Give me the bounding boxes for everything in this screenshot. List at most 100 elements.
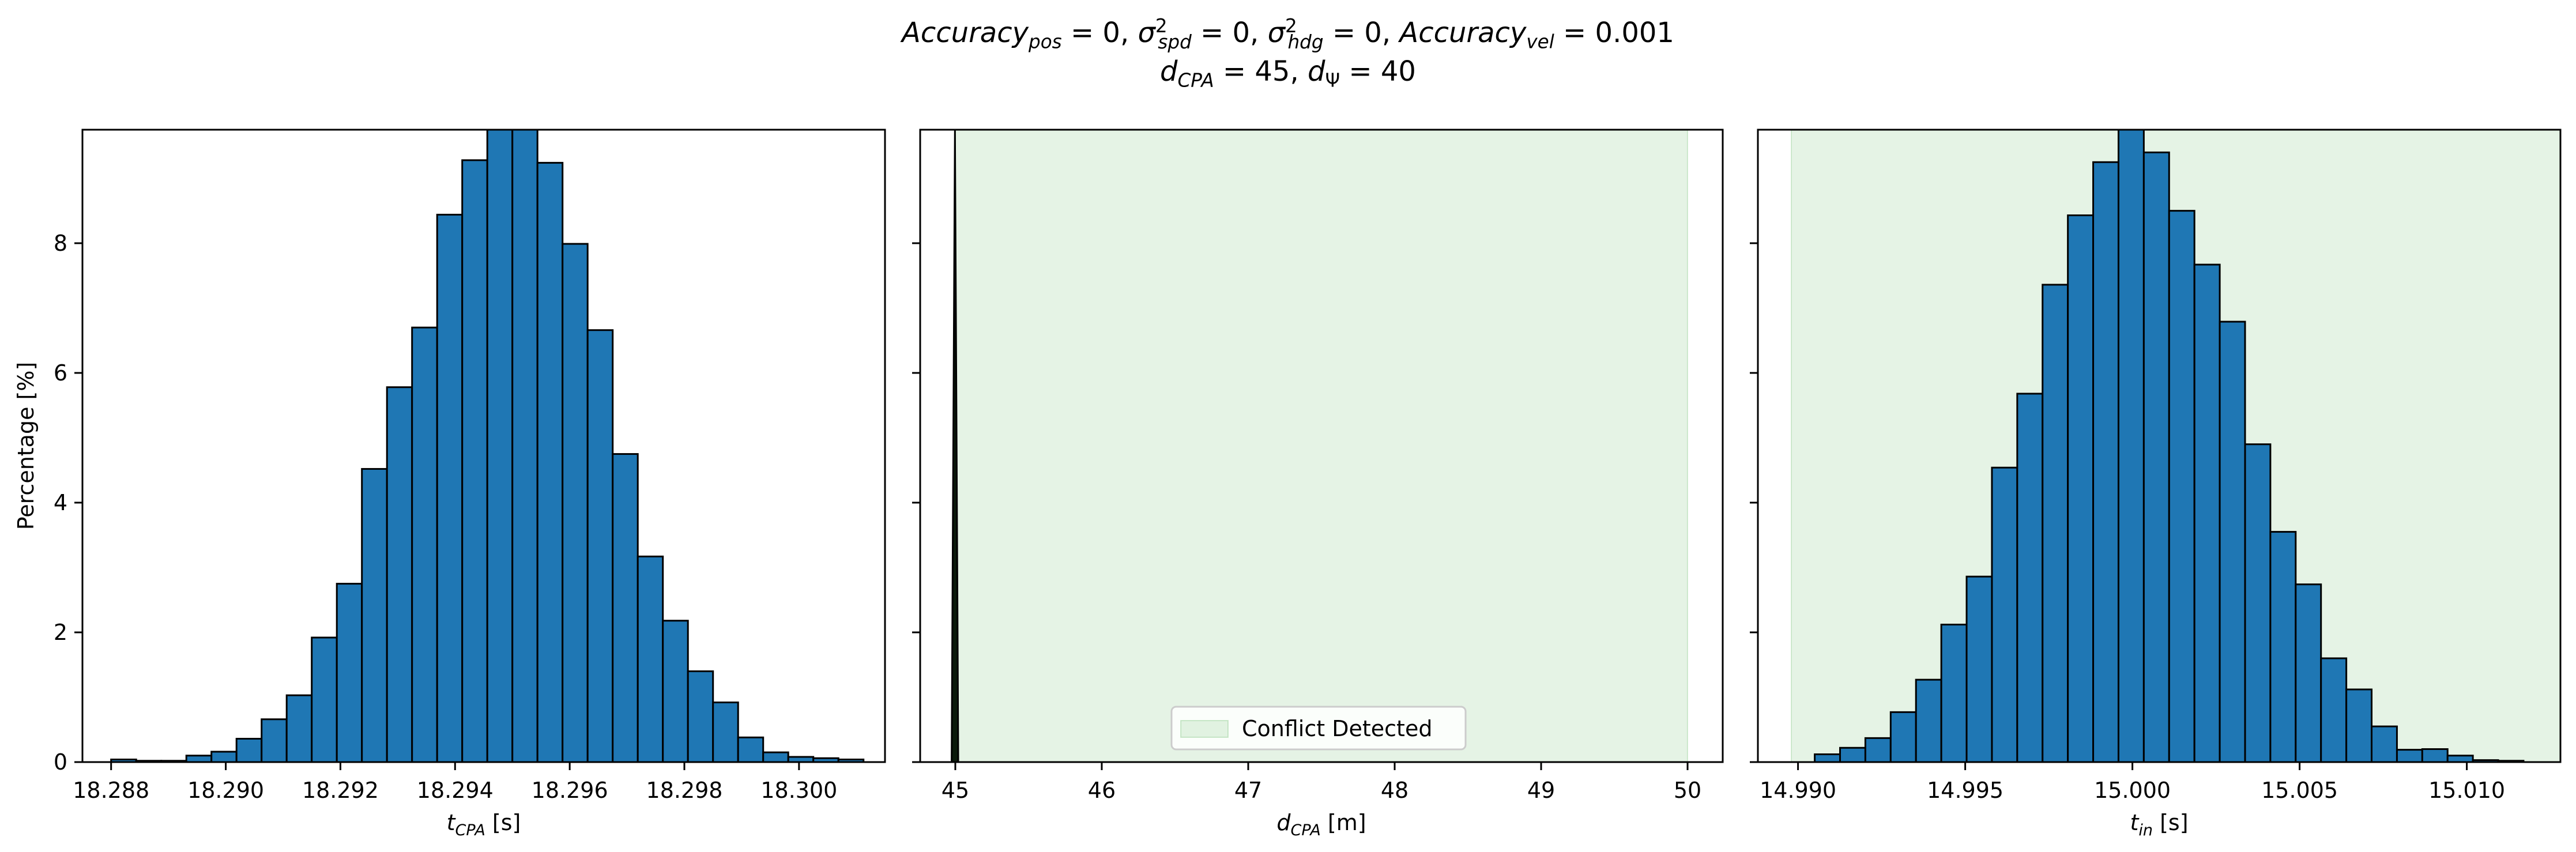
y-tick-label: 6 [54,360,67,386]
title-acc-pos-sub: pos [1029,31,1062,53]
histogram-bar [1814,753,1841,762]
histogram-bar [2142,151,2170,762]
histogram-bar [285,694,313,762]
x-tick-label: 47 [1234,778,1262,803]
histogram-bar [486,130,514,762]
histogram-bar [612,453,639,762]
histogram-bar [2345,688,2373,762]
x-axis-label-unit: [s] [485,810,521,835]
panel-t-cpa: 0 2 4 6 8 18.288 18.290 18.292 18.294 18.296 18.29… [13,129,886,839]
histogram-bar [2421,748,2449,762]
histogram-bar [461,159,488,762]
histogram-bar [2446,755,2474,762]
x-tick-label: 46 [1088,778,1116,803]
x-tick-label: 45 [941,778,969,803]
conflict-region [954,130,1689,762]
x-axis-label-unit: [s] [2153,810,2189,835]
title-sigma-hdg-sub: hdg [1287,31,1324,53]
title-d-cpa: d [1160,55,1178,88]
title-acc-vel-sub: vel [1526,31,1554,53]
histogram-bar [2067,214,2095,762]
x-axis-label-subscript: CPA [455,821,485,839]
y-tick-label: 8 [54,231,67,256]
x-tick-label: 48 [1381,778,1408,803]
title-acc-pos-value: = 0, [1061,17,1138,49]
histogram-bar [737,736,764,762]
histogram-bar [2168,210,2195,762]
panel-d-cpa: 45 46 47 48 49 50 dCPA [m] Conflict Detected [912,129,1724,839]
histogram-bar [411,326,438,762]
histogram-bar [235,737,263,762]
x-axis-label: tCPA [s] [447,810,521,839]
title-sigma-spd-symbol: σ [1138,17,1155,49]
title-sigma-spd-sub: spd [1158,31,1192,53]
x-tick-label: 15.005 [2261,778,2338,803]
x-tick-label: 18.300 [760,778,837,803]
legend-label: Conflict Detected [1242,716,1432,741]
histogram-bar [361,468,388,762]
histogram-bar [1864,737,1892,762]
x-axis-label-subscript: CPA [1291,821,1321,839]
histogram-bar [837,758,865,762]
title-d-psi-value: = 40 [1340,55,1416,88]
y-tick-label: 0 [54,749,67,775]
title-sigma-hdg-value: = 0, [1323,17,1400,49]
y-axis-label: Percentage [%] [13,362,39,530]
axes-frame [1757,129,2562,763]
histogram-bar [1991,466,2018,762]
title-acc-vel-value: = 0.001 [1554,17,1674,49]
title-d-cpa-value: = 45, [1214,55,1308,88]
legend-box [1170,706,1467,751]
histogram-bar [562,243,589,762]
x-axis-label-unit: [m] [1321,810,1366,835]
y-tick-label: 4 [54,490,67,515]
x-tick-label: 49 [1527,778,1555,803]
title-sigma-hdg-symbol: σ [1267,17,1285,49]
histogram-bar [2269,531,2297,762]
histogram-spike [951,130,959,762]
x-tick-label: 18.298 [646,778,723,803]
histogram-bar [2042,284,2069,762]
histogram-bar [2016,393,2044,762]
histogram-bar [2320,657,2348,762]
title-acc-vel: Accuracy [1399,17,1527,49]
histogram-bar [1889,711,1917,762]
x-tick-label: 14.995 [1927,778,2003,803]
title-d-cpa-sub: CPA [1177,69,1214,92]
x-axis-label-symbol: d [1276,810,1291,835]
histogram-bar [662,620,689,762]
histogram-bar [386,386,413,762]
histogram-bar [2092,161,2119,762]
x-tick-label: 50 [1674,778,1701,803]
x-tick-label: 14.990 [1760,778,1836,803]
histogram-bar [536,161,564,762]
x-tick-label: 18.296 [532,778,608,803]
legend: Conflict Detected [1170,706,1467,751]
x-tick-label: 18.290 [187,778,264,803]
figure-title-line-1: Accuracypos = 0, σ2spd = 0, σ2hdg = 0, A… [0,15,2576,53]
axes-frame [81,129,886,763]
histogram-bar [2295,583,2322,762]
title-sigma-hdg-sup: 2 [1285,15,1297,37]
histogram-bar [2219,321,2246,762]
histogram-bar [2117,130,2145,762]
plot-area [951,130,1689,762]
histogram-bar [2396,749,2423,762]
histogram-bar [1915,678,1942,762]
histogram-bar [1965,575,1993,762]
x-tick-label: 18.294 [417,778,494,803]
legend-swatch [1180,720,1229,738]
x-tick-label: 18.288 [73,778,149,803]
histogram-bar [336,583,363,762]
histogram-bar [185,755,213,762]
histogram-bar [712,701,739,762]
histogram-bar [586,329,614,762]
histogram-bar [762,751,789,762]
histogram-bar [2244,443,2272,762]
x-axis-label-symbol: t [2130,810,2140,835]
panel-t-in: 14.990 14.995 15.000 15.005 15.010 tin [s] [1750,129,2562,839]
histogram-bar [2371,725,2398,762]
title-sigma-spd-value: = 0, [1191,17,1268,49]
x-axis-label: dCPA [m] [1276,810,1366,839]
